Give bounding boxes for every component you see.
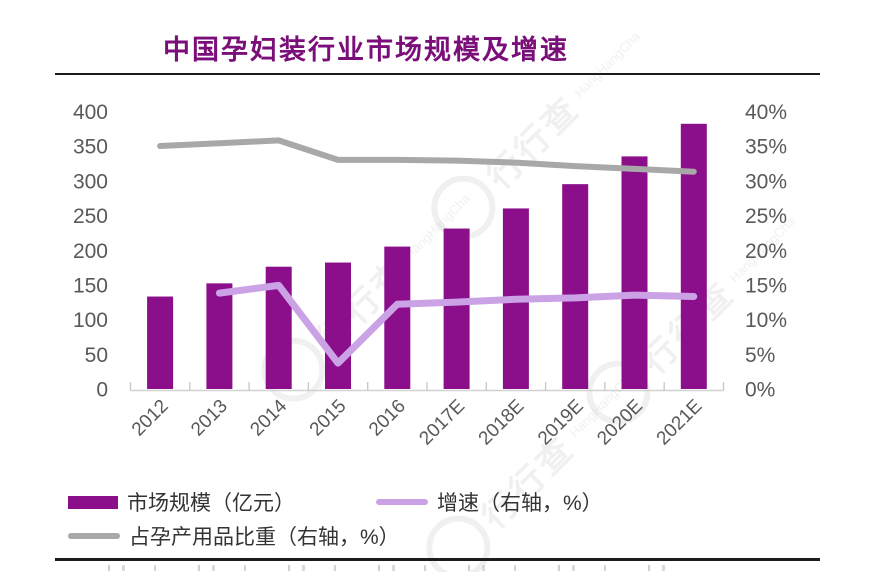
- y-axis-label-left: 200: [73, 240, 108, 263]
- x-axis-label: 2018E: [475, 396, 529, 450]
- legend-label: 占孕产用品比重（右轴，%）: [129, 526, 400, 549]
- y-axis-label-right: 20%: [745, 240, 787, 263]
- y-axis-label-right: 30%: [745, 170, 787, 193]
- bottom-divider: [55, 558, 820, 561]
- bar-2020E: [621, 156, 648, 389]
- y-axis-label-left: 0: [96, 379, 108, 402]
- x-axis-label: 2013: [187, 396, 232, 441]
- y-axis-label-right: 15%: [745, 274, 787, 297]
- x-axis-label: 2012: [128, 396, 173, 441]
- growth-line: [215, 281, 698, 367]
- y-axis-label-left: 250: [73, 205, 108, 228]
- x-axis-label: 2017E: [415, 396, 469, 450]
- y-axis-label-left: 400: [73, 101, 108, 124]
- combo-chart: 0 50 100 150 200 250 300 350 400 0% 5% 10% 15% 20% 25%…: [73, 101, 787, 450]
- bar-2019E: [562, 184, 589, 389]
- y-axis-label-right: 25%: [745, 205, 787, 228]
- x-axis-label: 2015: [306, 396, 351, 441]
- x-axis-label: 2016: [365, 396, 410, 441]
- top-divider: [55, 73, 820, 75]
- y-axis-label-right: 35%: [745, 136, 787, 159]
- y-axis-label-left: 100: [73, 309, 108, 332]
- line-swatch-icon: [68, 533, 120, 539]
- bar-2015: [325, 262, 351, 389]
- y-axis-label-right: 10%: [745, 309, 787, 332]
- y-axis-label-left: 300: [73, 170, 108, 193]
- legend-label: 市场规模（亿元）: [127, 492, 295, 515]
- bar-swatch-icon: [68, 495, 118, 509]
- x-axis-label: 2014: [246, 395, 291, 440]
- x-axis-label: 2020E: [593, 396, 647, 450]
- bar-2021E: [680, 123, 707, 389]
- chart-title: 中国孕妇装行业市场规模及增速: [163, 35, 569, 65]
- y-axis-label-right: 5%: [745, 344, 775, 367]
- y-axis-label-left: 150: [73, 274, 108, 297]
- legend-label: 增速（右轴，%）: [437, 492, 603, 515]
- clipped-source-text: [108, 565, 668, 571]
- share-line: [157, 137, 697, 175]
- line-swatch-icon: [376, 499, 428, 505]
- y-axis-label-right: 40%: [745, 101, 787, 124]
- bar-2016: [384, 246, 411, 389]
- legend-item-share: 占孕产用品比重（右轴，%）: [68, 521, 400, 551]
- y-axis-label-right: 0%: [745, 379, 775, 402]
- bar-2017E: [443, 228, 470, 389]
- legend-item-market-size: 市场规模（亿元）: [68, 487, 295, 517]
- x-axis-label: 2021E: [653, 396, 707, 450]
- x-axis-label: 2019E: [534, 396, 588, 450]
- bar-2012: [147, 296, 174, 389]
- y-axis-label-left: 50: [85, 344, 108, 367]
- legend-item-growth: 增速（右轴，%）: [376, 487, 603, 517]
- bar-2013: [206, 283, 233, 389]
- y-axis-label-left: 350: [73, 136, 108, 159]
